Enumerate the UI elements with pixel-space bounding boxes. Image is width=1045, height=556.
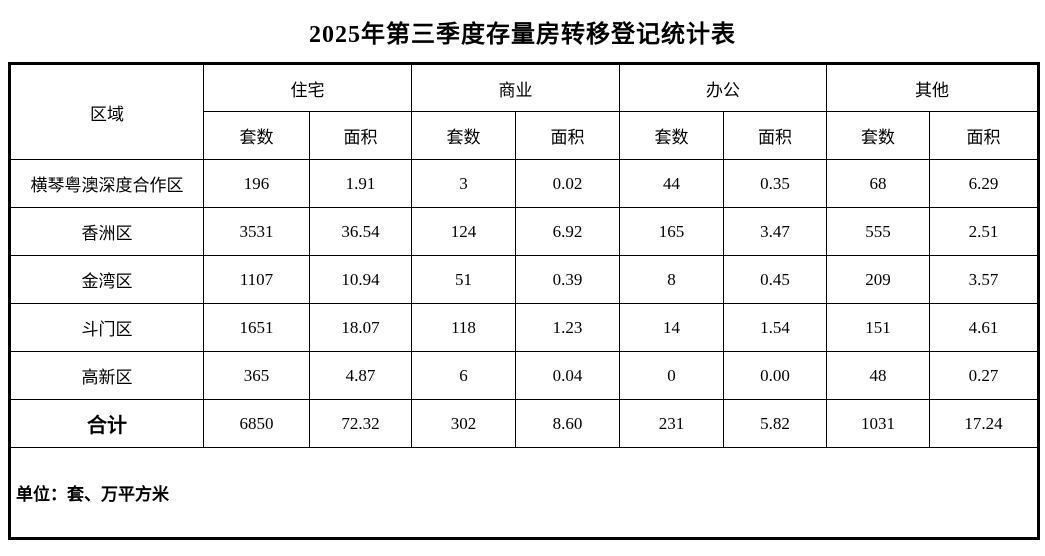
- data-cell: 3.57: [929, 255, 1039, 304]
- data-cell: 48: [826, 351, 930, 400]
- header-row-groups: 区域 住宅 商业 办公 其他: [9, 63, 1039, 160]
- page-title: 2025年第三季度存量房转移登记统计表: [309, 21, 736, 48]
- data-cell: 0.45: [723, 255, 827, 304]
- data-cell: 124: [411, 207, 516, 256]
- total-row: 合计 6850 72.32 302 8.60 231 5.82 1031 17.…: [9, 399, 1039, 448]
- data-cell: 6.92: [515, 207, 620, 256]
- data-cell: 4.87: [309, 351, 412, 400]
- data-cell: 0.27: [929, 351, 1039, 400]
- data-cell: 0.35: [723, 159, 827, 208]
- data-cell: 196: [203, 159, 310, 208]
- data-cell: 44: [619, 159, 724, 208]
- data-cell: 118: [411, 303, 516, 352]
- table-row: 横琴粤澳深度合作区 196 1.91 3 0.02 44 0.35 68 6.2…: [9, 159, 1039, 208]
- data-cell: 151: [826, 303, 930, 352]
- footnote-row: 单位：套、万平方米: [9, 447, 1039, 539]
- subheader-residential-area: 面积: [309, 111, 412, 160]
- total-cell: 5.82: [723, 399, 827, 448]
- data-cell: 3531: [203, 207, 310, 256]
- data-cell: 1.54: [723, 303, 827, 352]
- table-row: 香洲区 3531 36.54 124 6.92 165 3.47 555 2.5…: [9, 207, 1039, 256]
- data-cell: 0: [619, 351, 724, 400]
- total-cell: 72.32: [309, 399, 412, 448]
- table-row: 金湾区 1107 10.94 51 0.39 8 0.45 209 3.57: [9, 255, 1039, 304]
- unit-footnote: 单位：套、万平方米: [9, 447, 1039, 539]
- data-cell: 165: [619, 207, 724, 256]
- total-cell: 231: [619, 399, 724, 448]
- data-cell: 68: [826, 159, 930, 208]
- data-cell: 209: [826, 255, 930, 304]
- data-cell: 1.91: [309, 159, 412, 208]
- data-cell: 1107: [203, 255, 310, 304]
- total-cell: 17.24: [929, 399, 1039, 448]
- data-cell: 365: [203, 351, 310, 400]
- column-header-region: 区域: [9, 63, 204, 160]
- data-cell: 51: [411, 255, 516, 304]
- table-row: 斗门区 1651 18.07 118 1.23 14 1.54 151 4.61: [9, 303, 1039, 352]
- group-header-commercial: 商业: [411, 63, 620, 112]
- data-cell: 4.61: [929, 303, 1039, 352]
- region-cell: 香洲区: [9, 207, 204, 256]
- data-cell: 2.51: [929, 207, 1039, 256]
- statistics-table: 区域 住宅 商业 办公 其他 套数 面积 套数 面积 套数 面积 套数 面积 横…: [8, 62, 1040, 540]
- data-cell: 18.07: [309, 303, 412, 352]
- data-cell: 1.23: [515, 303, 620, 352]
- data-cell: 555: [826, 207, 930, 256]
- region-cell: 金湾区: [9, 255, 204, 304]
- data-cell: 0.04: [515, 351, 620, 400]
- data-cell: 0.02: [515, 159, 620, 208]
- group-header-other: 其他: [826, 63, 1039, 112]
- total-label: 合计: [9, 399, 204, 448]
- header-row-subcolumns: 套数 面积 套数 面积 套数 面积 套数 面积: [10, 111, 1039, 160]
- total-cell: 8.60: [515, 399, 620, 448]
- data-cell: 3.47: [723, 207, 827, 256]
- data-cell: 8: [619, 255, 724, 304]
- total-cell: 6850: [203, 399, 310, 448]
- data-cell: 36.54: [309, 207, 412, 256]
- group-header-office: 办公: [619, 63, 827, 112]
- region-cell: 横琴粤澳深度合作区: [9, 159, 204, 208]
- subheader-commercial-units: 套数: [411, 111, 516, 160]
- data-cell: 3: [411, 159, 516, 208]
- data-cell: 0.39: [515, 255, 620, 304]
- data-cell: 10.94: [309, 255, 412, 304]
- total-cell: 1031: [826, 399, 930, 448]
- subheader-other-area: 面积: [929, 111, 1039, 160]
- group-header-residential: 住宅: [203, 63, 412, 112]
- table-row: 高新区 365 4.87 6 0.04 0 0.00 48 0.27: [9, 351, 1039, 400]
- data-cell: 14: [619, 303, 724, 352]
- data-cell: 6: [411, 351, 516, 400]
- total-cell: 302: [411, 399, 516, 448]
- region-cell: 高新区: [9, 351, 204, 400]
- data-cell: 6.29: [929, 159, 1039, 208]
- subheader-commercial-area: 面积: [515, 111, 620, 160]
- region-cell: 斗门区: [9, 303, 204, 352]
- subheader-residential-units: 套数: [203, 111, 310, 160]
- data-cell: 1651: [203, 303, 310, 352]
- data-cell: 0.00: [723, 351, 827, 400]
- subheader-office-area: 面积: [723, 111, 827, 160]
- subheader-other-units: 套数: [826, 111, 930, 160]
- subheader-office-units: 套数: [619, 111, 724, 160]
